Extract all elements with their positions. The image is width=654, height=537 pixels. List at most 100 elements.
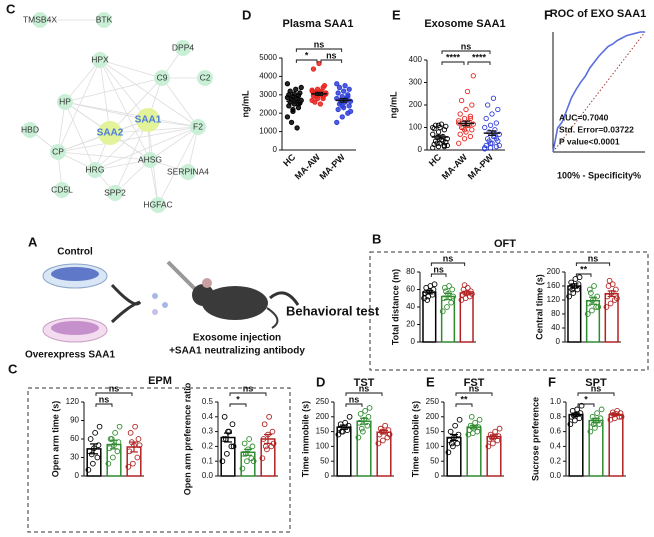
data-point: [435, 129, 442, 135]
data-point: [587, 428, 594, 435]
node: [96, 12, 112, 28]
x-axis-label: 100% - Specificity%: [557, 170, 641, 180]
significance-label: ns: [443, 253, 454, 263]
data-point: [492, 428, 498, 435]
y-tick-label: 100: [316, 442, 330, 451]
data-point: [287, 88, 293, 94]
data-point: [587, 286, 593, 293]
node-label: AHSG: [138, 154, 162, 164]
node: [190, 119, 206, 135]
box: [27, 387, 291, 533]
data-point: [298, 84, 304, 91]
node: [175, 40, 191, 56]
y-tick-label: 0.8: [550, 412, 562, 421]
data-point: [130, 460, 136, 467]
edge: [161, 77, 199, 128]
data-point: [430, 131, 436, 137]
panel-label: B: [372, 231, 381, 246]
annotation: P value<0.0001: [559, 136, 620, 146]
data-point: [246, 436, 252, 442]
data-point: [458, 97, 465, 104]
data-point: [241, 440, 248, 447]
y-tick-label: 400: [409, 55, 423, 64]
significance-bracket: [467, 61, 491, 65]
exosome: [162, 302, 168, 308]
panel-label: E: [392, 7, 401, 22]
chart: 0.0 0.1 0.2 0.3 0.4 0.5 Open arm preference ra…: [182, 382, 278, 495]
data-point: [568, 279, 575, 286]
y-tick-label: 90: [70, 416, 79, 425]
mouse: [202, 286, 268, 320]
data-point: [589, 307, 595, 314]
y-axis-label: Time immobile (s): [300, 401, 310, 477]
y-tick-label: 150: [426, 427, 440, 436]
data-point: [572, 417, 578, 424]
data-point: [457, 111, 463, 117]
data-point: [230, 443, 237, 450]
injection-label: Exosome injection: [193, 333, 281, 344]
mouse-tail: [266, 307, 279, 329]
data-point: [284, 114, 291, 120]
data-point: [603, 304, 610, 310]
y-tick-label: 0.5: [202, 397, 214, 406]
data-point: [430, 286, 437, 293]
data-point: [87, 436, 94, 442]
chart: E FST 0 50 100 150 200 250 Time immobile (s) **ns: [410, 374, 504, 480]
exosome: [152, 293, 158, 299]
data-point: [443, 123, 449, 130]
data-point: [567, 421, 574, 428]
data-point: [295, 101, 302, 107]
y-tick-label: 50: [430, 456, 439, 465]
x-tick-label: MA-PW: [317, 152, 347, 182]
data-point: [469, 127, 475, 133]
node-label: SAA1: [135, 115, 162, 126]
data-point: [445, 449, 452, 456]
data-point: [476, 416, 483, 423]
data-point: [493, 136, 500, 142]
node-label: HP: [59, 96, 71, 106]
significance-label: ****: [472, 52, 487, 62]
data-point: [598, 406, 605, 413]
data-point: [496, 425, 503, 432]
y-tick-label: 30: [70, 453, 79, 462]
chart-title: FST: [464, 377, 485, 389]
edge: [99, 59, 151, 161]
data-point: [342, 419, 348, 426]
node-label: CD5L: [51, 184, 73, 194]
data-point: [490, 95, 497, 101]
significance-label: *: [584, 394, 588, 404]
significance-label: ****: [446, 52, 461, 62]
node: [136, 108, 160, 132]
y-tick-label: 0: [75, 471, 80, 480]
data-point: [447, 428, 454, 435]
data-point: [294, 125, 300, 131]
significance-label: ns: [588, 253, 599, 263]
data-point: [321, 82, 328, 89]
data-point: [126, 448, 133, 455]
data-point: [334, 81, 340, 87]
data-point: [334, 119, 340, 126]
y-tick-label: 80: [551, 309, 560, 318]
mouse-ear: [202, 278, 212, 288]
significance-bracket: [430, 262, 466, 266]
data-point: [259, 455, 266, 462]
data-point: [320, 95, 326, 102]
data-point: [570, 290, 577, 296]
panel-label: C: [6, 1, 16, 16]
data-point: [335, 106, 341, 113]
data-point: [382, 422, 388, 429]
edge: [64, 77, 163, 103]
x-tick-label: MA-AW: [440, 152, 470, 182]
bar: [588, 419, 604, 477]
data-point: [470, 73, 476, 79]
y-tick-label: 0.3: [202, 427, 214, 436]
node-label: HGFAC: [143, 199, 172, 209]
data-point: [115, 439, 122, 445]
edge: [94, 159, 151, 171]
y-tick-label: 1.0: [550, 397, 562, 406]
data-point: [618, 413, 625, 420]
significance-bracket: [441, 50, 491, 54]
data-point: [467, 115, 474, 122]
